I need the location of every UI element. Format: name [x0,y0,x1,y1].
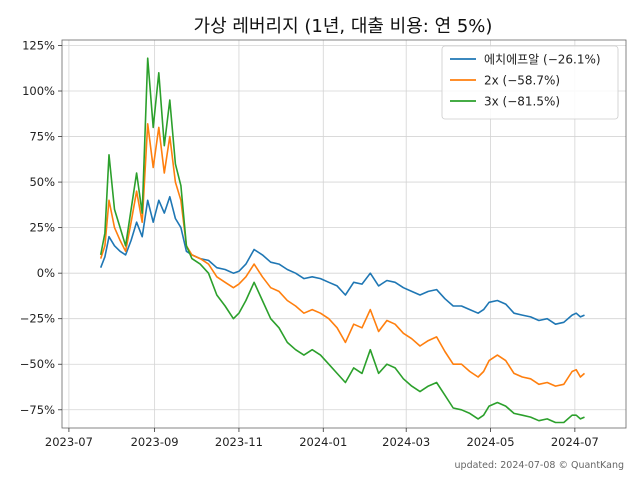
x-tick-label: 2024-01 [299,435,347,449]
x-tick-label: 2023-09 [131,435,179,449]
legend-label: 3x (−81.5%) [484,95,560,109]
series-line-3 [99,57,585,424]
chart-title: 가상 레버리지 (1년, 대출 비용: 연 5%) [194,16,493,37]
x-tick-label: 2024-03 [382,435,430,449]
grid-lines [62,40,626,428]
y-tick-label: 125% [22,38,55,52]
x-tick-label: 2023-11 [215,435,263,449]
y-tick-label: −75% [20,403,55,417]
y-tick-label: −50% [20,357,55,371]
series-lines [99,57,586,424]
y-tick-label: 50% [29,175,55,189]
legend-box [441,45,619,120]
legend: 에치에프알 (−26.1%) 2x (−58.7%) 3x (−81.5%) [441,45,619,120]
x-tick-label: 2023-07 [45,435,93,449]
series-line-1 [99,195,585,326]
legend-label: 에치에프알 (−26.1%) [484,53,601,67]
x-tick-label: 2024-05 [466,435,514,449]
x-axis-ticks: 2023-07 2023-09 2023-11 2024-01 2024-03 2024-… [45,428,599,449]
y-axis-ticks: −75% −50% −25% 0% 25% 50% 75% 100% 125% [20,38,62,417]
y-tick-label: 75% [29,130,55,144]
series-line-2 [99,123,586,387]
plot-frame [61,39,627,429]
y-tick-label: −25% [20,312,55,326]
x-tick-label: 2024-07 [551,435,599,449]
y-tick-label: 25% [29,221,55,235]
footer-credit: updated: 2024-07-08 © QuantKang [455,460,624,471]
y-tick-label: 0% [37,266,55,280]
legend-label: 2x (−58.7%) [484,74,560,88]
y-tick-label: 100% [22,84,55,98]
